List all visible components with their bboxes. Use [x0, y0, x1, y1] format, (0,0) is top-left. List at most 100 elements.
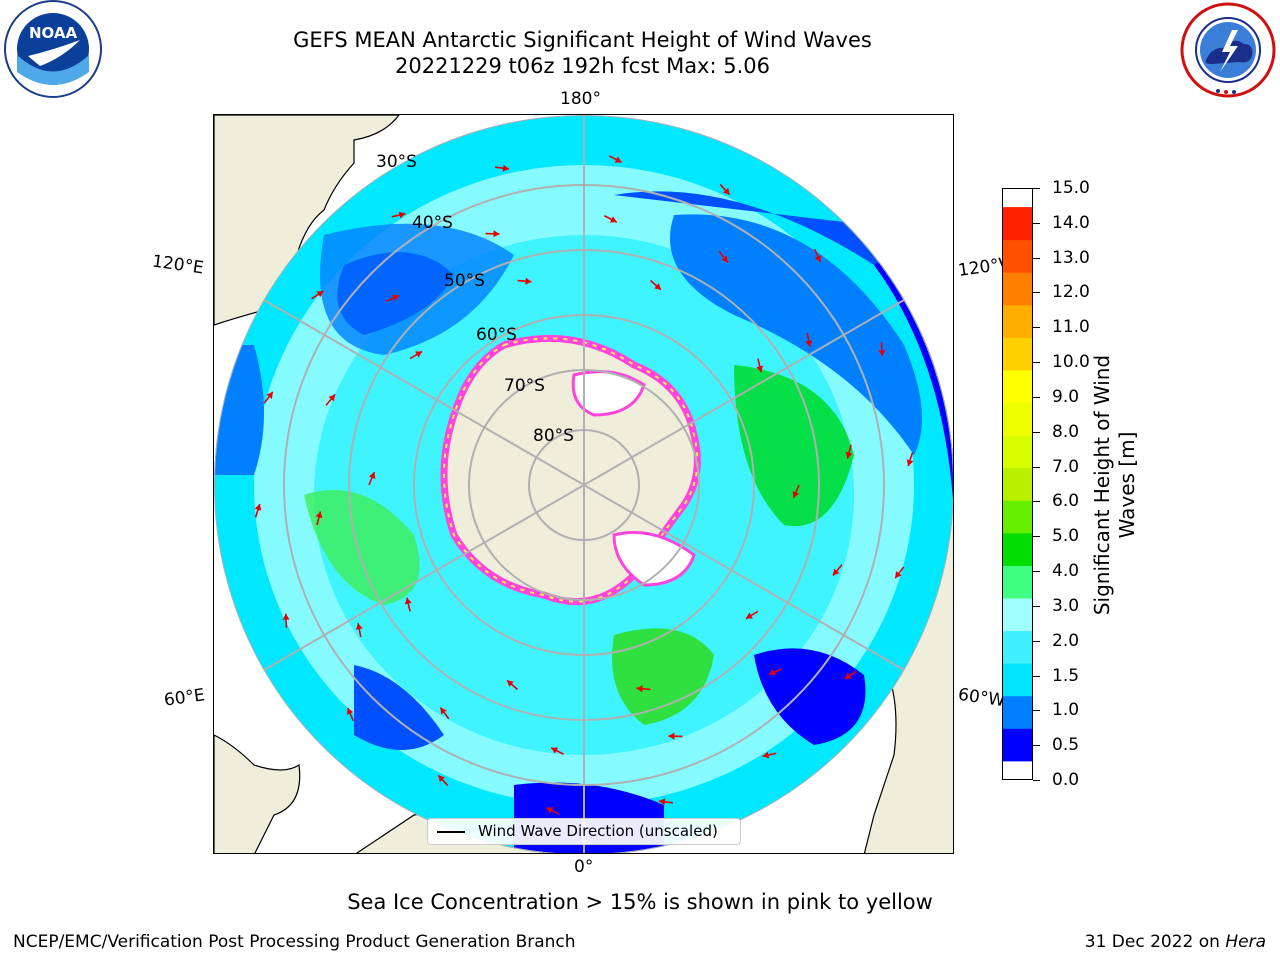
colorbar-tick-mark: [1033, 640, 1040, 642]
colorbar-tick-label: 11.0: [1052, 317, 1090, 338]
wave-arrow-head: [415, 351, 423, 358]
wave-arrow-head: [368, 472, 376, 479]
wave-arrow-head: [658, 798, 666, 806]
wave-arrow-head: [906, 459, 914, 467]
colorbar-tick-mark: [1033, 571, 1040, 573]
wave-arrow-head: [266, 391, 273, 399]
colorbar-segment: [1003, 532, 1032, 566]
chart-subtitle: 20221229 t06z 192h fcst Max: 5.06: [395, 54, 770, 78]
wave-arrow-head: [654, 283, 662, 290]
colorbar-tick-label: 8.0: [1052, 421, 1080, 442]
wave-arrow-head: [346, 707, 354, 715]
wave-arrow-head: [525, 277, 532, 285]
wave-arrow-head: [328, 394, 336, 402]
wave-arrow-head: [614, 156, 622, 163]
colorbar-segment: [1003, 337, 1032, 371]
colorbar-tick-mark: [1033, 188, 1040, 189]
colorbar-label: Significant Height of Wind Waves [m]: [1090, 354, 1139, 616]
lat-label-70s: 70°S: [504, 376, 545, 396]
colorbar-segment: [1003, 467, 1032, 501]
lon-label-top: 180°: [560, 89, 601, 109]
colorbar-tick-label: 4.0: [1052, 561, 1080, 582]
colorbar-tick-label: 12.0: [1052, 282, 1090, 303]
wave-arrow-head: [814, 255, 822, 263]
footer-credit: NCEP/EMC/Verification Post Processing Pr…: [13, 932, 576, 952]
wave-arrow-head: [398, 211, 406, 219]
colorbar-tick-label: 1.0: [1052, 700, 1080, 721]
legend-line-swatch: [437, 831, 465, 833]
wave-arrow-head: [792, 491, 800, 498]
colorbar-tick-label: 1.5: [1052, 665, 1080, 686]
lon-label-lower-left: 60°E: [162, 685, 207, 711]
colorbar-tick-label: 2.0: [1052, 630, 1080, 651]
wave-arrow-head: [723, 187, 730, 195]
lat-label-50s: 50°S: [444, 271, 485, 291]
wave-arrow-head: [769, 668, 776, 676]
colorbar-tick-label: 14.0: [1052, 212, 1090, 233]
lon-label-bottom: 0°: [574, 857, 594, 877]
wave-arrow-head: [440, 707, 447, 715]
wave-arrow-head: [546, 807, 554, 814]
wave-arrow-head: [845, 451, 853, 459]
wave-arrow-head: [254, 503, 262, 511]
wave-arrow-head: [762, 751, 770, 759]
wave-arrow-head: [506, 680, 514, 687]
colorbar-tick-label: 6.0: [1052, 491, 1080, 512]
wave-arrow-head: [493, 230, 500, 238]
colorbar-segment: [1003, 598, 1032, 632]
map-panel: 30°S 40°S 50°S 60°S 70°S 80°S: [213, 114, 954, 854]
colorbar-tick-label: 0.0: [1052, 770, 1080, 790]
map-legend: Wind Wave Direction (unscaled): [427, 818, 741, 845]
colorbar-tick-label: 15.0: [1052, 178, 1090, 198]
colorbar-tick-mark: [1033, 257, 1040, 259]
antarctica: [440, 334, 701, 606]
colorbar-segment: [1003, 239, 1032, 273]
wave-arrow-head: [805, 340, 813, 347]
wave-arrow-head: [609, 216, 617, 223]
wave-arrow-head: [844, 672, 852, 679]
colorbar-tick-mark: [1033, 675, 1040, 677]
colorbar-tick-mark: [1033, 292, 1040, 294]
noaa-logo-text: NOAA: [29, 24, 78, 42]
lat-label-60s: 60°S: [476, 325, 517, 345]
colorbar-tick-label: 3.0: [1052, 595, 1080, 616]
footer-date: 31 Dec 2022 on Hera: [1085, 932, 1266, 952]
lat-label-80s: 80°S: [533, 426, 574, 446]
colorbar-tick-label: 9.0: [1052, 386, 1080, 407]
colorbar-tick-mark: [1033, 396, 1040, 398]
wave-arrow-head: [832, 568, 840, 576]
wave-arrow-head: [721, 255, 728, 263]
colorbar-segment: [1003, 369, 1032, 404]
colorbar-segment: [1003, 304, 1032, 338]
colorbar-tick-mark: [1033, 222, 1040, 224]
wave-arrow-head: [551, 747, 559, 754]
legend-text: Wind Wave Direction (unscaled): [478, 822, 718, 840]
footer-host: Hera: [1225, 932, 1266, 952]
wave-arrow-head: [745, 612, 753, 619]
colorbar-tick-label: 0.5: [1052, 735, 1080, 756]
footer-date-text: 31 Dec 2022 on: [1084, 932, 1226, 952]
colorbar-tick-label: 13.0: [1052, 247, 1090, 268]
colorbar-segment: [1003, 630, 1032, 664]
colorbar-segment: [1003, 728, 1032, 762]
wave-arrow-head: [404, 597, 412, 605]
wave-arrow-head: [756, 365, 764, 373]
colorbar-tick-mark: [1033, 362, 1040, 364]
wave-arrow-head: [282, 613, 290, 620]
colorbar-tick-mark: [1033, 605, 1040, 607]
wave-arrow-head: [316, 291, 324, 298]
colorbar-tick-label: 5.0: [1052, 526, 1080, 547]
wind-wave-arrows: [254, 155, 914, 815]
wave-arrow-head: [502, 164, 510, 172]
colorbar-tick-mark: [1033, 536, 1040, 538]
colorbar-segment: [1003, 272, 1032, 306]
colorbar-tick-mark: [1033, 710, 1040, 712]
colorbar-tick-label: 10.0: [1052, 352, 1090, 373]
wave-arrow-head: [355, 623, 363, 630]
wave-arrow-head: [878, 350, 886, 357]
colorbar-tick-mark: [1033, 780, 1040, 781]
wave-arrow-head: [895, 571, 902, 579]
colorbar: [1002, 188, 1033, 780]
colorbar-segment: [1003, 207, 1032, 241]
wave-arrow-head: [636, 685, 643, 693]
